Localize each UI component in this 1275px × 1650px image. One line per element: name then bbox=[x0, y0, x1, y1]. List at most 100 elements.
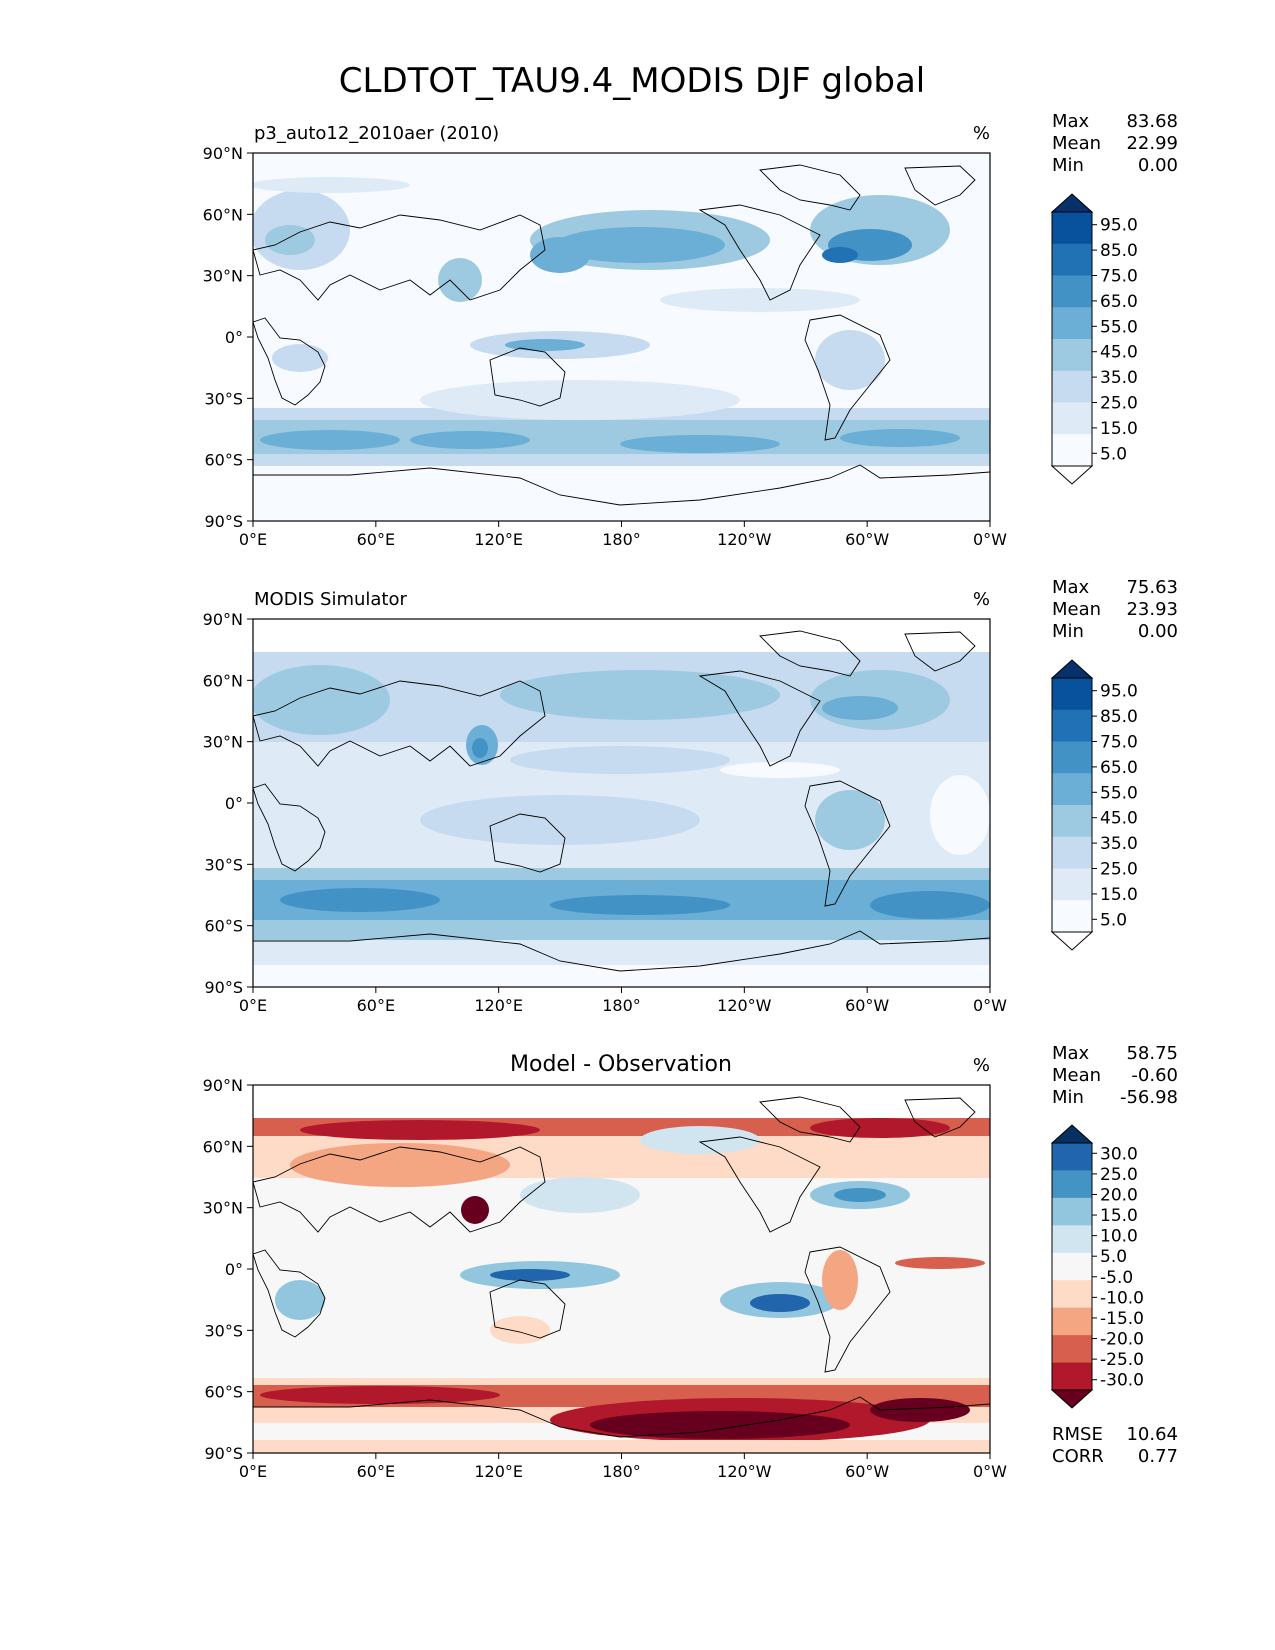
panel-units: % bbox=[973, 589, 990, 610]
colorbar-label: 15.0 bbox=[1100, 1206, 1138, 1226]
colorbar-extend-min bbox=[1050, 465, 1094, 485]
metrics-block: RMSE 10.64 CORR 0.77 bbox=[1052, 1424, 1178, 1467]
colorbar-label: 5.0 bbox=[1100, 444, 1127, 464]
lat-tick-label: 90°S bbox=[204, 512, 243, 531]
panel-reference: MODIS Simulator % bbox=[203, 577, 1178, 1015]
colorbar-label: 20.0 bbox=[1100, 1185, 1138, 1205]
stat-value: 22.99 bbox=[1126, 133, 1178, 154]
stat-label: Min bbox=[1052, 1087, 1084, 1108]
panel-units: % bbox=[973, 123, 990, 144]
metric-value: 0.77 bbox=[1138, 1446, 1178, 1467]
colorbar-segment bbox=[1052, 836, 1092, 869]
lon-tick-label: 120°E bbox=[474, 996, 523, 1015]
lon-tick-label: 120°E bbox=[474, 1462, 523, 1481]
stat-label: Max bbox=[1052, 1043, 1090, 1064]
stat-label: Max bbox=[1052, 111, 1090, 132]
colorbar-extend-max bbox=[1050, 1124, 1094, 1144]
colorbar-segment bbox=[1052, 370, 1092, 403]
stat-label: Mean bbox=[1052, 133, 1101, 154]
metric-value: 10.64 bbox=[1126, 1424, 1178, 1445]
colorbar-label: -20.0 bbox=[1100, 1330, 1144, 1350]
lon-tick-label: 60°W bbox=[845, 530, 889, 549]
colorbar-segment bbox=[1052, 900, 1092, 933]
stat-value: 23.93 bbox=[1126, 599, 1178, 620]
coastlines bbox=[253, 630, 990, 972]
colorbar-outline bbox=[1051, 677, 1093, 933]
colorbar-segment bbox=[1052, 434, 1092, 467]
latitude-axis: 90°N 60°N 30°N 0° 30°S 60°S 90°S bbox=[203, 1076, 253, 1463]
lon-tick-label: 120°W bbox=[717, 1462, 772, 1481]
colorbar-segment bbox=[1052, 709, 1092, 742]
colorbar-segment bbox=[1052, 678, 1092, 711]
colorbar-extend-max bbox=[1050, 659, 1094, 679]
longitude-axis: 0°E 60°E 120°E 180° 120°W 60°W 0°W bbox=[239, 987, 1007, 1015]
lon-tick-label: 0°W bbox=[973, 1462, 1007, 1481]
lon-tick-label: 120°W bbox=[717, 530, 772, 549]
lat-tick-label: 90°N bbox=[203, 1076, 243, 1095]
lat-tick-label: 0° bbox=[225, 328, 243, 347]
map-field bbox=[253, 153, 990, 521]
lon-tick-label: 120°W bbox=[717, 996, 772, 1015]
colorbar-segment bbox=[1052, 868, 1092, 901]
colorbar-label: 65.0 bbox=[1100, 292, 1138, 312]
longitude-axis: 0°E 60°E 120°E 180° 120°W 60°W 0°W bbox=[239, 521, 1007, 549]
map-field bbox=[253, 619, 990, 987]
colorbar-label: 45.0 bbox=[1100, 343, 1138, 363]
colorbar-segment bbox=[1052, 1307, 1092, 1336]
lon-tick-label: 60°E bbox=[357, 530, 395, 549]
colorbar-label: -25.0 bbox=[1100, 1350, 1144, 1370]
colorbar-label: 5.0 bbox=[1100, 910, 1127, 930]
colorbar-label: 25.0 bbox=[1100, 394, 1138, 414]
coastlines bbox=[253, 1096, 990, 1438]
lon-tick-label: 60°W bbox=[845, 1462, 889, 1481]
stat-label: Mean bbox=[1052, 1065, 1101, 1086]
colorbar-label: 55.0 bbox=[1100, 317, 1138, 337]
stats-block: Max 83.68 Mean 22.99 Min 0.00 bbox=[1052, 111, 1178, 176]
lat-tick-label: 30°S bbox=[204, 1321, 243, 1340]
colorbar-outline bbox=[1051, 211, 1093, 467]
colorbar-segment bbox=[1052, 402, 1092, 435]
lon-tick-label: 0°E bbox=[239, 530, 267, 549]
stats-block: Max 75.63 Mean 23.93 Min 0.00 bbox=[1052, 577, 1178, 642]
colorbar-label: 75.0 bbox=[1100, 267, 1138, 287]
colorbar-segment bbox=[1052, 339, 1092, 372]
stat-value: 75.63 bbox=[1126, 577, 1178, 598]
colorbar-label: -15.0 bbox=[1100, 1309, 1144, 1329]
colorbar-segment bbox=[1052, 1252, 1092, 1281]
colorbar-label: -30.0 bbox=[1100, 1371, 1144, 1391]
lat-tick-label: 30°N bbox=[203, 733, 243, 752]
lon-tick-label: 120°E bbox=[474, 530, 523, 549]
latitude-axis: 90°N 60°N 30°N 0° 30°S 60°S 90°S bbox=[203, 144, 253, 531]
colorbar: 95.0 85.0 75.0 65.0 55.0 45.0 35.0 25.0 15.0 5.0 bbox=[1050, 659, 1138, 951]
map-field bbox=[253, 1085, 990, 1453]
colorbar-label: 35.0 bbox=[1100, 834, 1138, 854]
stat-value: -0.60 bbox=[1131, 1065, 1178, 1086]
lat-tick-label: 60°S bbox=[204, 1383, 243, 1402]
longitude-axis: 0°E 60°E 120°E 180° 120°W 60°W 0°W bbox=[239, 1453, 1007, 1481]
colorbar-segment bbox=[1052, 1170, 1092, 1199]
coastlines bbox=[253, 164, 990, 506]
colorbar-label: 95.0 bbox=[1100, 682, 1138, 702]
colorbar-label: 5.0 bbox=[1100, 1247, 1127, 1267]
colorbar-extend-min bbox=[1050, 1389, 1094, 1409]
colorbar-segment bbox=[1052, 1335, 1092, 1364]
colorbar-segment bbox=[1052, 1197, 1092, 1226]
colorbar-segment bbox=[1052, 1280, 1092, 1309]
lat-tick-label: 0° bbox=[225, 794, 243, 813]
stat-value: 83.68 bbox=[1126, 111, 1178, 132]
panel-difference: Model - Observation % bbox=[203, 1043, 1178, 1481]
colorbar-label: 85.0 bbox=[1100, 241, 1138, 261]
colorbar-label: 25.0 bbox=[1100, 1165, 1138, 1185]
lat-tick-label: 60°S bbox=[204, 917, 243, 936]
colorbar-label: 95.0 bbox=[1100, 216, 1138, 236]
metric-label: CORR bbox=[1052, 1446, 1104, 1467]
lon-tick-label: 0°E bbox=[239, 1462, 267, 1481]
metric-label: RMSE bbox=[1052, 1424, 1103, 1445]
colorbar-segment bbox=[1052, 1225, 1092, 1254]
lat-tick-label: 30°S bbox=[204, 855, 243, 874]
colorbar-label: 65.0 bbox=[1100, 758, 1138, 778]
colorbar-label: 75.0 bbox=[1100, 733, 1138, 753]
colorbar-segment bbox=[1052, 212, 1092, 245]
colorbar-segment bbox=[1052, 741, 1092, 774]
colorbar-label: -10.0 bbox=[1100, 1288, 1144, 1308]
